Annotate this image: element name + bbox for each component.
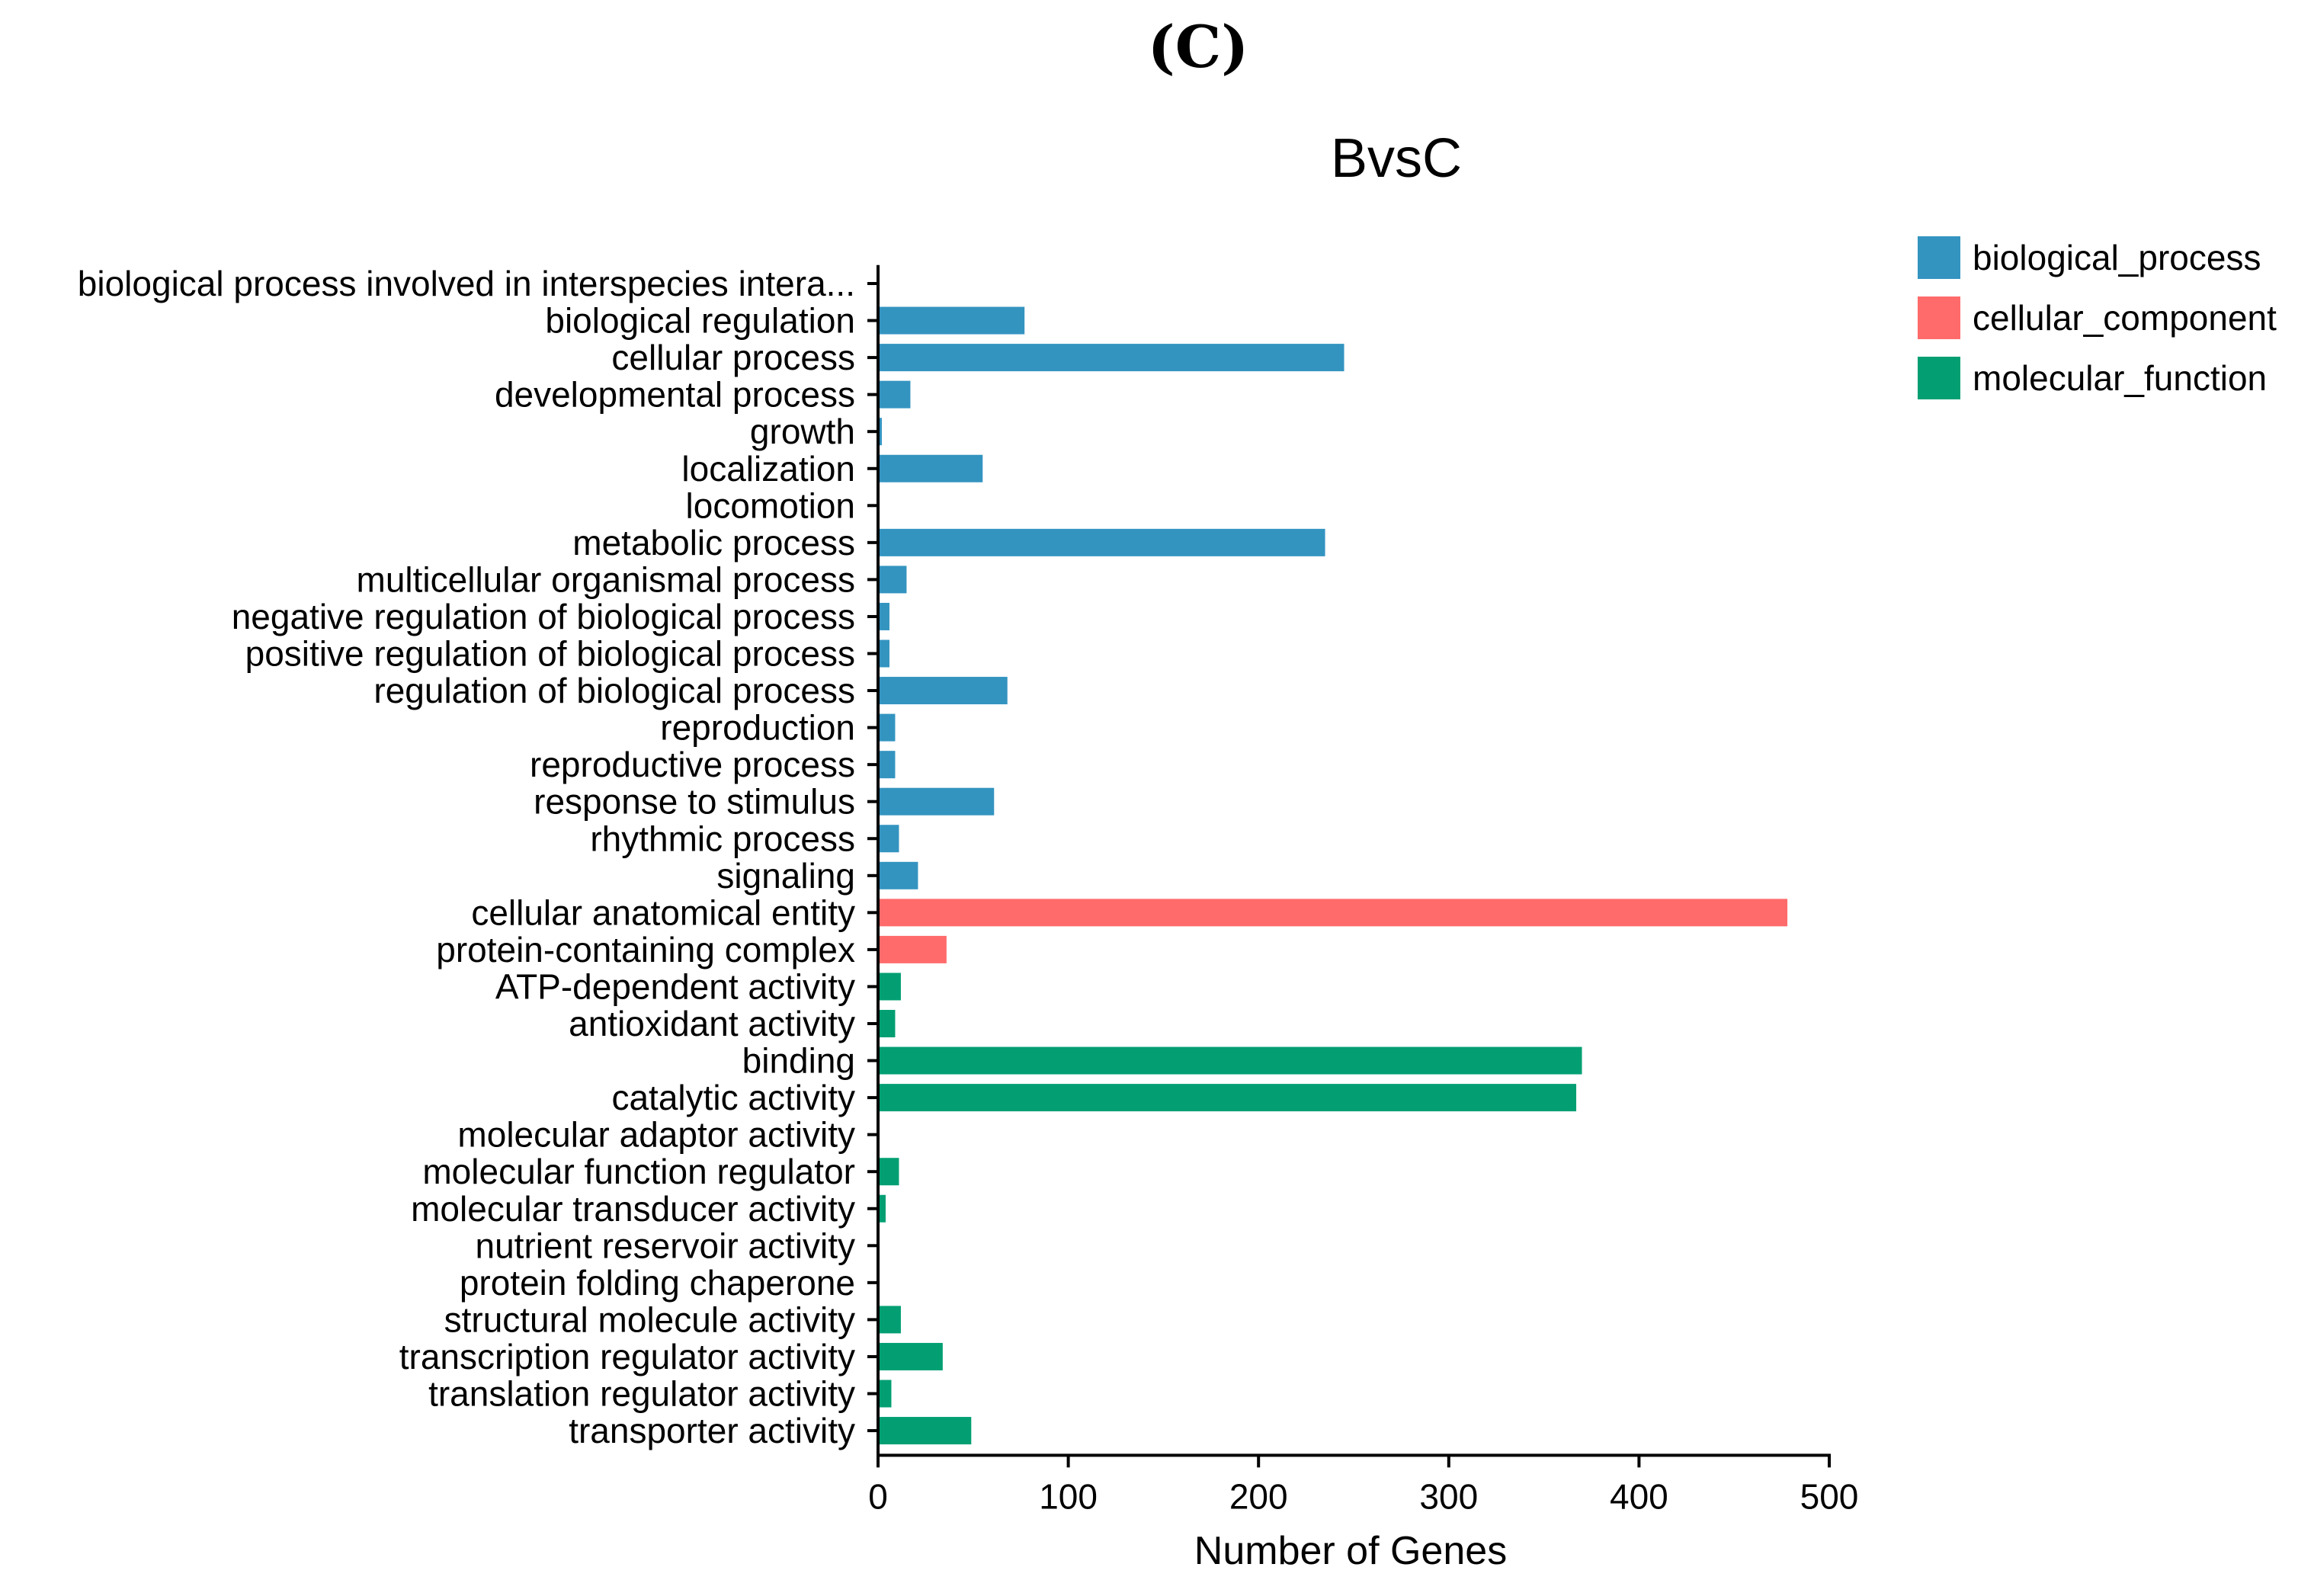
category-label: catalytic activity [611, 1078, 855, 1117]
category-label: cellular process [611, 338, 855, 377]
category-label: negative regulation of biological proces… [232, 597, 855, 636]
x-ticks-group: 0 100 200 300 400 500 [868, 1455, 1858, 1516]
chart-title: BvsC [1331, 128, 1462, 189]
bar [878, 306, 1025, 335]
category-label: transcription regulator activity [399, 1337, 855, 1376]
category-label: metabolic process [572, 523, 855, 562]
x-tick-label: 100 [1039, 1476, 1098, 1516]
category-label: molecular adaptor activity [457, 1115, 855, 1155]
bar [878, 418, 882, 446]
bar [878, 787, 995, 816]
bar [878, 899, 1788, 927]
category-label: protein-containing complex [436, 930, 855, 969]
x-tick-label: 500 [1800, 1476, 1859, 1516]
bar [878, 1084, 1577, 1112]
bar [878, 751, 896, 779]
bar [878, 973, 901, 1001]
bar [878, 1158, 899, 1186]
bar [878, 454, 983, 482]
category-label: structural molecule activity [444, 1300, 855, 1339]
bar [878, 677, 1008, 705]
category-label: rhythmic process [590, 819, 855, 858]
bar [878, 344, 1344, 372]
legend: biological_process cellular_componentmole… [1918, 236, 2277, 399]
x-tick-label: 0 [868, 1476, 888, 1516]
x-tick-label: 200 [1229, 1476, 1288, 1516]
bar [878, 602, 889, 630]
bar [878, 825, 899, 853]
category-label: multicellular organismal process [357, 559, 855, 599]
axes-group [867, 264, 1831, 1457]
bar [878, 861, 918, 889]
category-label: developmental process [495, 375, 855, 415]
bar [878, 1046, 1582, 1075]
bars-group [878, 306, 1788, 1445]
category-label: reproduction [660, 708, 855, 748]
category-label: translation regulator activity [428, 1374, 855, 1414]
bar [878, 566, 907, 594]
bar [878, 528, 1325, 556]
legend-label: cellular_component [1973, 298, 2277, 338]
category-label: molecular function regulator [422, 1152, 855, 1191]
x-tick-label: 400 [1610, 1476, 1668, 1516]
category-label: ATP-dependent activity [495, 966, 855, 1006]
category-label: positive regulation of biological proces… [245, 634, 855, 674]
bar [878, 1417, 972, 1445]
category-label: signaling [716, 856, 855, 896]
category-label: cellular anatomical entity [471, 893, 855, 932]
legend-label: biological_process [1973, 238, 2261, 277]
bar [878, 1010, 896, 1037]
category-label: biological process involved in interspec… [78, 264, 855, 303]
category-label: antioxidant activity [569, 1004, 855, 1043]
legend-swatch-biological-process [1918, 236, 1960, 279]
bar [878, 1306, 901, 1334]
category-label: response to stimulus [534, 782, 855, 822]
bar [878, 380, 911, 409]
panel-label: (C) [1148, 13, 1248, 81]
category-label: binding [742, 1041, 855, 1081]
bar [878, 713, 896, 742]
category-label: reproductive process [530, 745, 855, 784]
legend-label: molecular_function [1973, 358, 2267, 398]
category-label: molecular transducer activity [411, 1189, 855, 1229]
bar [878, 639, 889, 668]
bar [878, 1342, 943, 1370]
bar [878, 1194, 886, 1223]
category-label: nutrient reservoir activity [476, 1226, 856, 1265]
legend-swatch-molecular-function [1918, 357, 1960, 399]
x-tick-label: 300 [1419, 1476, 1478, 1516]
category-label: localization [681, 449, 855, 489]
category-label: biological regulation [545, 301, 855, 341]
category-label: growth [750, 412, 855, 451]
category-labels-group: biological process involved in interspec… [78, 264, 855, 1450]
bar [878, 1380, 892, 1408]
category-label: protein folding chaperone [460, 1263, 855, 1303]
category-label: locomotion [686, 486, 855, 525]
bar [878, 935, 947, 963]
legend-swatch-cellular-component [1918, 296, 1960, 339]
category-label: transporter activity [569, 1411, 855, 1450]
x-axis-title: Number of Genes [1194, 1529, 1507, 1573]
category-label: regulation of biological process [373, 671, 855, 710]
